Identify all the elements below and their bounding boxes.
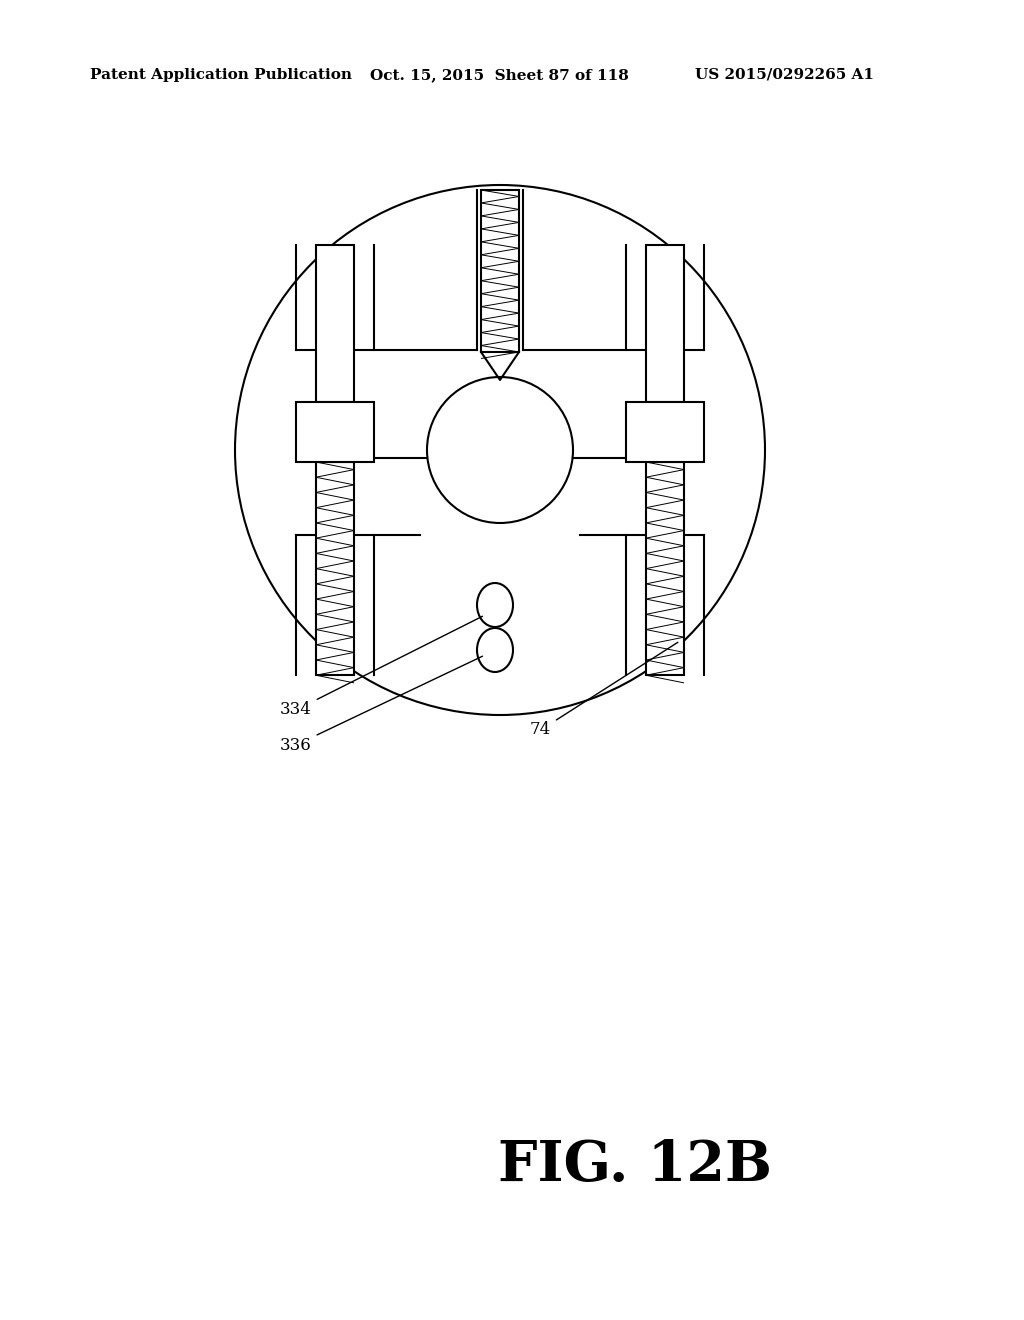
Text: 336: 336 bbox=[280, 656, 482, 754]
Text: US 2015/0292265 A1: US 2015/0292265 A1 bbox=[695, 69, 874, 82]
Bar bbox=[626, 403, 705, 462]
Text: FIG. 12B: FIG. 12B bbox=[498, 1138, 772, 1192]
Bar bbox=[316, 246, 354, 403]
Text: Oct. 15, 2015  Sheet 87 of 118: Oct. 15, 2015 Sheet 87 of 118 bbox=[370, 69, 629, 82]
Text: 334: 334 bbox=[280, 616, 482, 718]
Text: Patent Application Publication: Patent Application Publication bbox=[90, 69, 352, 82]
Bar bbox=[646, 246, 684, 403]
Bar bbox=[646, 462, 684, 676]
Bar bbox=[481, 190, 519, 352]
Text: 74: 74 bbox=[530, 643, 678, 738]
Bar bbox=[296, 403, 374, 462]
Bar bbox=[316, 462, 354, 676]
